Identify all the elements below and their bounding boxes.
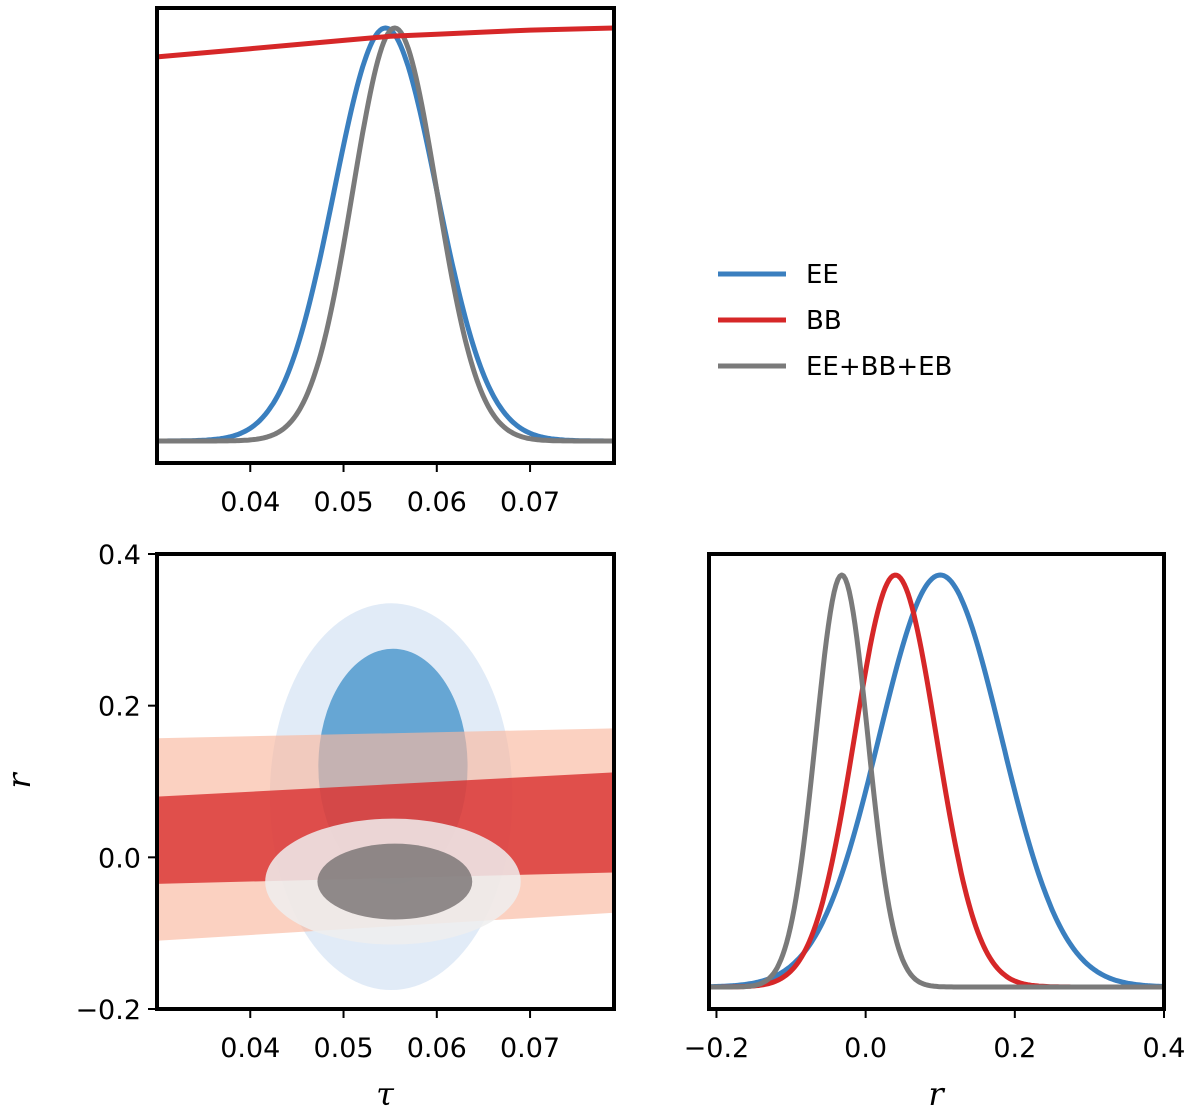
tau-marginal-panel: 0.04 0.05 0.06 0.07: [155, 6, 616, 518]
curve-ee-bb-eb: [157, 25, 614, 444]
tau-r-contour-panel: 0.04 0.05 0.06 0.07 −0.2 0.0 0.2 0.4 τ r: [0, 540, 616, 1113]
legend-label-bb: BB: [806, 306, 842, 336]
r-marginal-curves: [709, 572, 1164, 990]
y-tick-label: 0.4: [98, 540, 141, 571]
curve-ee: [157, 25, 614, 444]
contour-ee-bb-eb-68: [317, 843, 473, 920]
x-tick-label: 0.0: [844, 1033, 887, 1064]
tau-r-y-ticks: −0.2 0.0 0.2 0.4: [75, 540, 157, 1026]
tau-r-x-ticks: 0.04 0.05 0.06 0.07: [220, 1009, 560, 1064]
tau-marginal-curves: [157, 25, 614, 444]
r-axis-label: r: [928, 1075, 945, 1113]
curve-bb: [709, 572, 1164, 990]
legend-label-ee-bb-eb: EE+BB+EB: [806, 352, 952, 382]
x-tick-label: 0.05: [313, 1033, 373, 1064]
legend: EE BB EE+BB+EB: [718, 260, 952, 382]
r-marginal-frame: [707, 552, 1166, 1011]
y-tick-label: 0.2: [98, 692, 141, 723]
x-tick-label: 0.04: [220, 1033, 280, 1064]
curve-bb: [157, 25, 614, 60]
tau-marginal-x-ticks: 0.04 0.05 0.06 0.07: [220, 463, 560, 518]
legend-label-ee: EE: [806, 260, 839, 290]
x-tick-label: 0.4: [1143, 1033, 1186, 1064]
curve-ee: [709, 572, 1164, 990]
x-tick-label: 0.06: [407, 1033, 467, 1064]
tau-axis-label: τ: [376, 1075, 395, 1113]
x-tick-label: 0.05: [313, 487, 373, 518]
r-axis-label-vertical: r: [0, 772, 38, 789]
x-tick-label: −0.2: [684, 1033, 750, 1064]
r-marginal-x-ticks: −0.2 0.0 0.2 0.4: [684, 1009, 1186, 1064]
x-tick-label: 0.06: [407, 487, 467, 518]
x-tick-label: 0.07: [500, 1033, 560, 1064]
tau-r-contours: [157, 603, 614, 991]
tau-r-contour-frame: [155, 552, 616, 1011]
y-tick-label: −0.2: [75, 995, 141, 1026]
x-tick-label: 0.07: [500, 487, 560, 518]
tau-marginal-frame: [155, 6, 616, 465]
x-tick-label: 0.04: [220, 487, 280, 518]
x-tick-label: 0.2: [993, 1033, 1036, 1064]
curve-ee-bb-eb: [709, 572, 1164, 990]
y-tick-label: 0.0: [98, 843, 141, 874]
r-marginal-panel: −0.2 0.0 0.2 0.4 r: [684, 552, 1186, 1113]
